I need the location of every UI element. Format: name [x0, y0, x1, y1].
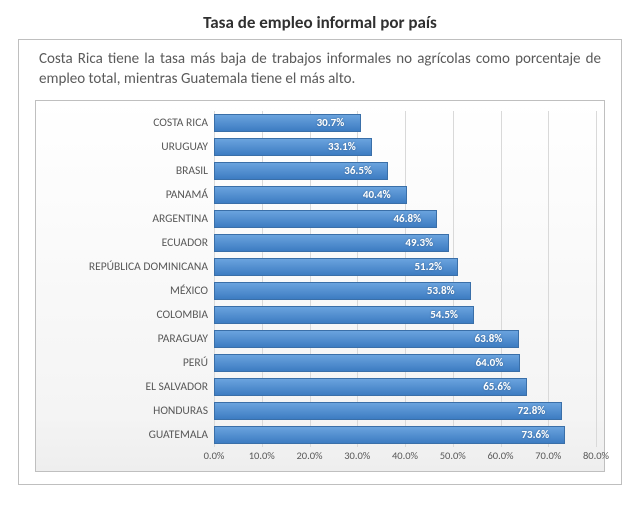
bar-value-label: 53.8% — [427, 284, 455, 297]
bar-value-label: 65.6% — [483, 380, 511, 393]
category-label: COSTA RICA — [44, 116, 214, 130]
x-tick-label: 50.0% — [440, 449, 466, 462]
bar-row: PANAMÁ 40.4% — [44, 183, 596, 207]
bar-value-label: 40.4% — [363, 188, 391, 201]
bar-row: PERÚ 64.0% — [44, 351, 596, 375]
x-tick-label: 80.0% — [583, 449, 609, 462]
bar-row: EL SALVADOR 65.6% — [44, 375, 596, 399]
chart-panel: COSTA RICA 30.7% URUGUAY 33.1% BRASIL 36.5% PA… — [35, 100, 605, 472]
bar-row: HONDURAS 72.8% — [44, 399, 596, 423]
bar-plot-cell: 72.8% — [214, 399, 596, 423]
bar-plot-cell: 33.1% — [214, 135, 596, 159]
chart-description: Costa Rica tiene la tasa más baja de tra… — [35, 50, 605, 100]
outer-panel: Costa Rica tiene la tasa más baja de tra… — [18, 39, 622, 485]
plot-rows: COSTA RICA 30.7% URUGUAY 33.1% BRASIL 36.5% PA… — [44, 111, 596, 447]
bar-value-label: 64.0% — [476, 356, 504, 369]
category-label: ECUADOR — [44, 236, 214, 250]
bar-value-label: 36.5% — [344, 164, 372, 177]
x-axis-ticks: 0.0%10.0%20.0%30.0%40.0%50.0%60.0%70.0%8… — [214, 449, 596, 467]
x-tick-label: 40.0% — [392, 449, 418, 462]
bar — [214, 426, 565, 444]
bar-row: PARAGUAY 63.8% — [44, 327, 596, 351]
bar-plot-cell: 64.0% — [214, 351, 596, 375]
bar-value-label: 30.7% — [317, 116, 345, 129]
category-label: BRASIL — [44, 164, 214, 178]
category-label: COLOMBIA — [44, 308, 214, 322]
bar-value-label: 49.3% — [405, 236, 433, 249]
category-label: MÉXICO — [44, 284, 214, 298]
bar-value-label: 46.8% — [393, 212, 421, 225]
bar-row: REPÚBLICA DOMINICANA 51.2% — [44, 255, 596, 279]
bar-row: URUGUAY 33.1% — [44, 135, 596, 159]
bar — [214, 330, 519, 348]
bar-plot-cell: 51.2% — [214, 255, 596, 279]
bar — [214, 402, 562, 420]
bar-value-label: 63.8% — [475, 332, 503, 345]
x-tick-label: 10.0% — [249, 449, 275, 462]
x-tick-label: 70.0% — [535, 449, 561, 462]
bar-value-label: 73.6% — [521, 428, 549, 441]
bar-plot-cell: 63.8% — [214, 327, 596, 351]
x-tick-label: 30.0% — [344, 449, 370, 462]
page: Tasa de empleo informal por país Costa R… — [0, 0, 640, 532]
category-label: GUATEMALA — [44, 428, 214, 442]
bar-row: COSTA RICA 30.7% — [44, 111, 596, 135]
bar-row: BRASIL 36.5% — [44, 159, 596, 183]
bar — [214, 378, 527, 396]
bar-value-label: 51.2% — [414, 260, 442, 273]
gridline — [596, 111, 597, 447]
x-axis: 0.0%10.0%20.0%30.0%40.0%50.0%60.0%70.0%8… — [44, 449, 596, 467]
bar-row: COLOMBIA 54.5% — [44, 303, 596, 327]
bar-row: ECUADOR 49.3% — [44, 231, 596, 255]
bar-plot-cell: 36.5% — [214, 159, 596, 183]
bar-plot-cell: 46.8% — [214, 207, 596, 231]
bar-plot-cell: 65.6% — [214, 375, 596, 399]
bar-value-label: 33.1% — [328, 140, 356, 153]
bar-value-label: 54.5% — [430, 308, 458, 321]
bar — [214, 354, 520, 372]
bar-row: GUATEMALA 73.6% — [44, 423, 596, 447]
chart-title: Tasa de empleo informal por país — [0, 0, 640, 39]
bar-value-label: 72.8% — [518, 404, 546, 417]
bar-plot-cell: 40.4% — [214, 183, 596, 207]
category-label: PERÚ — [44, 356, 214, 370]
bar-row: ARGENTINA 46.8% — [44, 207, 596, 231]
bar-plot-cell: 49.3% — [214, 231, 596, 255]
category-label: PARAGUAY — [44, 332, 214, 346]
category-label: PANAMÁ — [44, 188, 214, 202]
category-label: HONDURAS — [44, 404, 214, 418]
x-tick-label: 20.0% — [296, 449, 322, 462]
bar-row: MÉXICO 53.8% — [44, 279, 596, 303]
bar-plot-cell: 54.5% — [214, 303, 596, 327]
bar-plot-cell: 53.8% — [214, 279, 596, 303]
bar-chart: COSTA RICA 30.7% URUGUAY 33.1% BRASIL 36.5% PA… — [44, 111, 596, 467]
category-label: EL SALVADOR — [44, 380, 214, 394]
x-tick-label: 0.0% — [204, 449, 225, 462]
category-label: URUGUAY — [44, 140, 214, 154]
category-label: REPÚBLICA DOMINICANA — [44, 260, 214, 274]
x-tick-label: 60.0% — [487, 449, 513, 462]
bar-plot-cell: 30.7% — [214, 111, 596, 135]
category-label: ARGENTINA — [44, 212, 214, 226]
bar-plot-cell: 73.6% — [214, 423, 596, 447]
